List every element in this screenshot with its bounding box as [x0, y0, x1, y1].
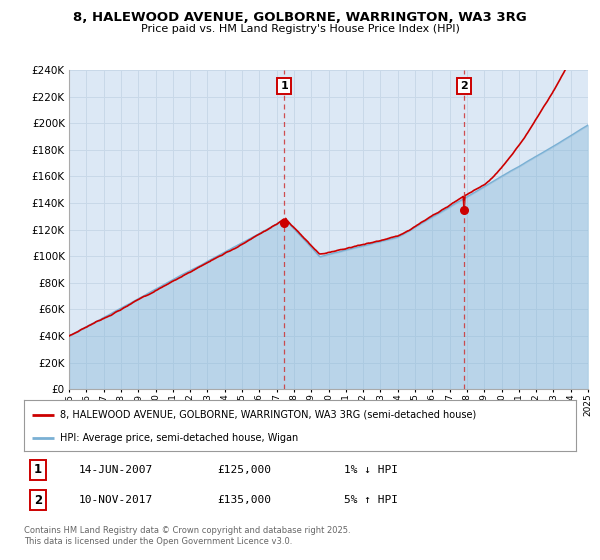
Text: 1: 1: [281, 81, 288, 91]
Text: 10-NOV-2017: 10-NOV-2017: [79, 495, 154, 505]
Text: Price paid vs. HM Land Registry's House Price Index (HPI): Price paid vs. HM Land Registry's House …: [140, 24, 460, 34]
Text: 2: 2: [461, 81, 469, 91]
Text: 1% ↓ HPI: 1% ↓ HPI: [344, 465, 398, 475]
Text: Contains HM Land Registry data © Crown copyright and database right 2025.
This d: Contains HM Land Registry data © Crown c…: [24, 526, 350, 546]
Text: £125,000: £125,000: [217, 465, 271, 475]
Text: 8, HALEWOOD AVENUE, GOLBORNE, WARRINGTON, WA3 3RG: 8, HALEWOOD AVENUE, GOLBORNE, WARRINGTON…: [73, 11, 527, 24]
Text: £135,000: £135,000: [217, 495, 271, 505]
Text: 1: 1: [34, 463, 42, 477]
Text: HPI: Average price, semi-detached house, Wigan: HPI: Average price, semi-detached house,…: [60, 433, 298, 443]
Text: 2: 2: [34, 493, 42, 507]
Text: 14-JUN-2007: 14-JUN-2007: [79, 465, 154, 475]
Text: 5% ↑ HPI: 5% ↑ HPI: [344, 495, 398, 505]
Text: 8, HALEWOOD AVENUE, GOLBORNE, WARRINGTON, WA3 3RG (semi-detached house): 8, HALEWOOD AVENUE, GOLBORNE, WARRINGTON…: [60, 409, 476, 419]
